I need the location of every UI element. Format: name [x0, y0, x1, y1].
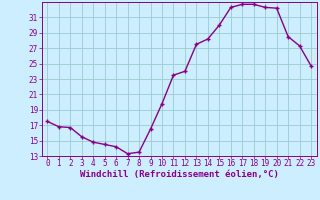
X-axis label: Windchill (Refroidissement éolien,°C): Windchill (Refroidissement éolien,°C) — [80, 170, 279, 179]
